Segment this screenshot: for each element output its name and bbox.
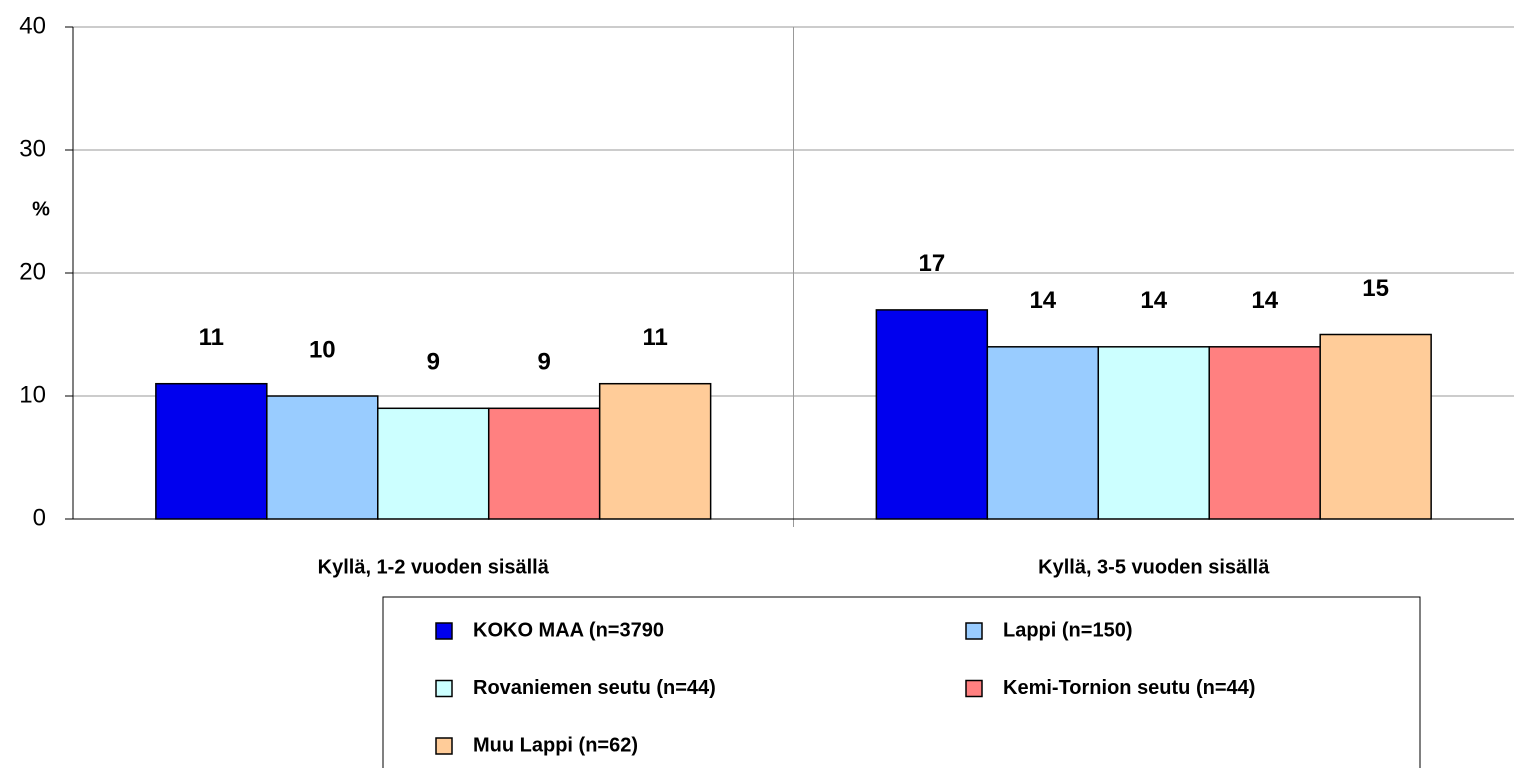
legend-swatch bbox=[965, 679, 983, 698]
y-tick-label: 40 bbox=[19, 12, 46, 39]
bar bbox=[155, 382, 268, 520]
data-label: 14 bbox=[1029, 287, 1056, 314]
data-label: 15 bbox=[1362, 275, 1389, 302]
data-label: 9 bbox=[427, 349, 440, 376]
y-tick-label: 0 bbox=[33, 504, 46, 531]
x-tick-label: Kyllä, 3-5 vuoden sisällä bbox=[1038, 556, 1270, 578]
y-tick-label: 30 bbox=[19, 135, 46, 162]
x-tick-label: Kyllä, 1-2 vuoden sisällä bbox=[318, 556, 550, 578]
legend-label: Kemi-Tornion seutu (n=44) bbox=[1003, 677, 1255, 699]
bar bbox=[1208, 346, 1321, 520]
bar bbox=[598, 382, 712, 520]
bar bbox=[1319, 333, 1432, 520]
data-label: 10 bbox=[309, 336, 336, 363]
data-label: 17 bbox=[918, 250, 945, 277]
bar bbox=[266, 395, 379, 520]
legend-label: Rovaniemen seutu (n=44) bbox=[473, 677, 716, 699]
data-label: 14 bbox=[1251, 287, 1278, 314]
legend-swatch bbox=[965, 622, 983, 640]
y-axis-label: % bbox=[32, 198, 50, 220]
bar bbox=[986, 346, 1100, 520]
legend-label: KOKO MAA (n=3790 bbox=[473, 619, 664, 641]
data-label: 11 bbox=[642, 324, 667, 351]
legend-label: Lappi (n=150) bbox=[1003, 619, 1132, 641]
data-label: 14 bbox=[1140, 287, 1167, 314]
legend-swatch bbox=[435, 622, 453, 640]
legend-box bbox=[382, 596, 1421, 768]
bar bbox=[487, 407, 601, 520]
legend-swatch bbox=[435, 737, 453, 755]
bar bbox=[875, 309, 989, 520]
legend-swatch bbox=[435, 679, 453, 698]
data-label: 11 bbox=[199, 324, 224, 351]
bar bbox=[377, 407, 490, 520]
legend-label: Muu Lappi (n=62) bbox=[473, 734, 638, 756]
y-tick-label: 20 bbox=[19, 258, 46, 285]
y-tick-label: 10 bbox=[19, 381, 46, 408]
data-label: 9 bbox=[538, 349, 551, 376]
bar bbox=[1097, 346, 1210, 520]
